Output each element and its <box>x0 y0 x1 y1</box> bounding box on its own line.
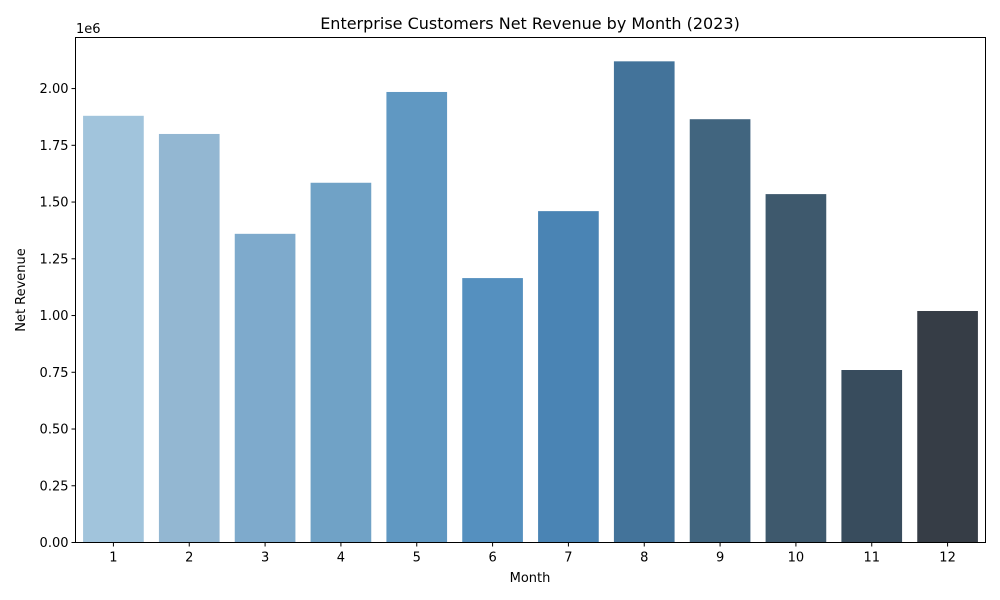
y-tick-label: 0.25 <box>40 479 69 494</box>
x-ticks-group: 1 2 3 4 5 6 7 8 9 10 11 12 <box>109 542 956 566</box>
x-tick-label: 10 <box>788 551 805 566</box>
y-tick-label: 1.00 <box>40 309 69 324</box>
y-axis-label: Net Revenue <box>14 248 29 332</box>
bar-month-12 <box>917 310 978 543</box>
x-tick-label: 9 <box>716 551 724 566</box>
bars-group <box>83 61 978 543</box>
bar-month-10 <box>765 194 827 543</box>
x-tick-label: 2 <box>185 551 193 566</box>
y-tick-label: 1.75 <box>40 139 69 154</box>
bar-month-6 <box>462 278 523 543</box>
x-tick-label: 3 <box>261 551 269 566</box>
bar-month-9 <box>689 119 751 543</box>
bar-month-3 <box>234 233 296 543</box>
y-ticks-group: 0.00 0.25 0.50 0.75 1.00 1.25 1.50 1.75 2.00 <box>40 82 76 551</box>
x-tick-label: 6 <box>488 551 496 566</box>
y-tick-label: 2.00 <box>40 82 69 97</box>
x-tick-label: 1 <box>109 551 117 566</box>
x-tick-label: 7 <box>564 551 572 566</box>
bar-month-8 <box>613 61 675 543</box>
x-tick-label: 11 <box>863 551 880 566</box>
bar-month-1 <box>83 115 144 543</box>
bar-month-4 <box>310 182 372 543</box>
bar-month-2 <box>158 133 220 543</box>
y-tick-label: 0.00 <box>40 536 69 551</box>
x-tick-label: 12 <box>939 551 956 566</box>
y-tick-label: 1.50 <box>40 196 69 211</box>
y-offset-label: 1e6 <box>76 22 101 37</box>
plot-frame <box>75 37 986 543</box>
y-tick-label: 1.25 <box>40 252 69 267</box>
x-tick-label: 5 <box>413 551 421 566</box>
bar-month-11 <box>841 370 903 543</box>
y-tick-label: 0.75 <box>40 366 69 381</box>
x-axis-label: Month <box>510 571 551 586</box>
chart-title: Enterprise Customers Net Revenue by Mont… <box>320 14 740 33</box>
bar-month-5 <box>386 91 448 543</box>
bar-month-7 <box>538 211 599 543</box>
x-tick-label: 8 <box>640 551 648 566</box>
y-tick-label: 0.50 <box>40 423 69 438</box>
x-tick-label: 4 <box>337 551 345 566</box>
